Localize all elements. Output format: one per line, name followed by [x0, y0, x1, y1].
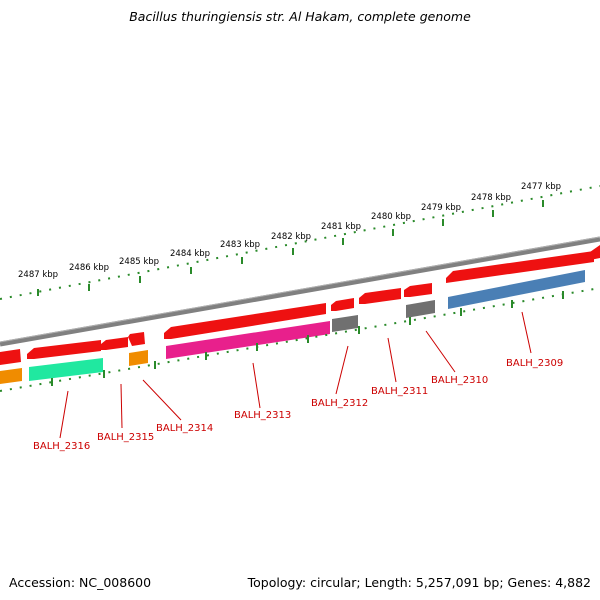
kbp-label-2485: 2485 kbp — [119, 257, 159, 267]
outer-tick-track — [0, 185, 600, 300]
kbp-scale: 2477 kbp 2478 kbp 2479 kbp 2480 kbp 2481… — [18, 182, 561, 296]
leader-2312 — [335, 345, 349, 395]
gene-arrow-2312[interactable] — [331, 298, 354, 311]
kbp-label-2477: 2477 kbp — [521, 182, 561, 192]
gene-label-2311[interactable]: BALH_2311 — [371, 386, 428, 397]
cds-block-2313[interactable] — [166, 321, 330, 359]
genome-title: Bacillus thuringiensis str. Al Hakam, co… — [129, 9, 471, 24]
cds-block-2316[interactable] — [29, 358, 103, 381]
kbp-label-2480: 2480 kbp — [371, 212, 411, 222]
cds-block-2309[interactable] — [448, 270, 585, 309]
gene-label-2312[interactable]: BALH_2312 — [311, 398, 368, 409]
kbp-label-2487: 2487 kbp — [18, 270, 58, 280]
kbp-label-2486: 2486 kbp — [69, 263, 109, 273]
kbp-label-2482: 2482 kbp — [271, 232, 311, 242]
kbp-label-2478: 2478 kbp — [471, 193, 511, 203]
gene-arrow-2314[interactable] — [128, 332, 145, 346]
gene-label-2309[interactable]: BALH_2309 — [506, 358, 563, 369]
leader-2313 — [252, 362, 261, 409]
gene-label-2315[interactable]: BALH_2315 — [97, 432, 154, 443]
gene-arrow-2315[interactable] — [101, 337, 128, 350]
gene-label-2313[interactable]: BALH_2313 — [234, 410, 291, 421]
backbone-line — [0, 236, 600, 347]
gene-arrow-2310[interactable] — [404, 283, 432, 297]
forward-strand-genes — [0, 245, 600, 365]
gene-arrow-edge[interactable] — [590, 245, 600, 260]
kbp-label-2483: 2483 kbp — [220, 240, 260, 250]
gene-label-2316[interactable]: BALH_2316 — [33, 441, 90, 452]
kbp-label-2484: 2484 kbp — [170, 249, 210, 259]
genome-summary: Topology: circular; Length: 5,257,091 bp… — [247, 575, 591, 590]
backbone-highlight — [0, 236, 600, 343]
cds-block-2312[interactable] — [332, 315, 358, 332]
gene-arrow-2311[interactable] — [359, 288, 401, 304]
kbp-label-2481: 2481 kbp — [321, 222, 361, 232]
inner-tick-track — [0, 287, 600, 392]
gene-arrow-2313[interactable] — [164, 303, 326, 339]
accession-info: Accession: NC_008600 — [9, 575, 152, 590]
gene-label-2310[interactable]: BALH_2310 — [431, 375, 488, 386]
gene-leaders — [59, 311, 532, 439]
leader-2314 — [142, 379, 182, 421]
gene-arrow-2316[interactable] — [27, 340, 101, 359]
kbp-label-2479: 2479 kbp — [421, 203, 461, 213]
leader-2311 — [387, 337, 397, 383]
gene-arrow-2309[interactable] — [446, 251, 594, 283]
genome-backbone — [0, 236, 600, 347]
gene-label-2314[interactable]: BALH_2314 — [156, 423, 213, 434]
gene-labels: BALH_2309 BALH_2310 BALH_2311 BALH_2312 … — [33, 358, 563, 452]
cds-feature-track — [0, 270, 585, 384]
gene-arrow-left-edge[interactable] — [0, 349, 21, 365]
outer-track-dots — [0, 185, 600, 300]
inner-track-dots — [0, 287, 600, 392]
leader-2310 — [425, 330, 456, 373]
leader-2309 — [521, 311, 532, 354]
leader-2315 — [120, 383, 123, 429]
cds-block-2314[interactable] — [129, 350, 148, 366]
cds-block-2310[interactable] — [406, 300, 435, 318]
cds-block-left-edge[interactable] — [0, 368, 22, 384]
leader-2316 — [59, 390, 69, 439]
